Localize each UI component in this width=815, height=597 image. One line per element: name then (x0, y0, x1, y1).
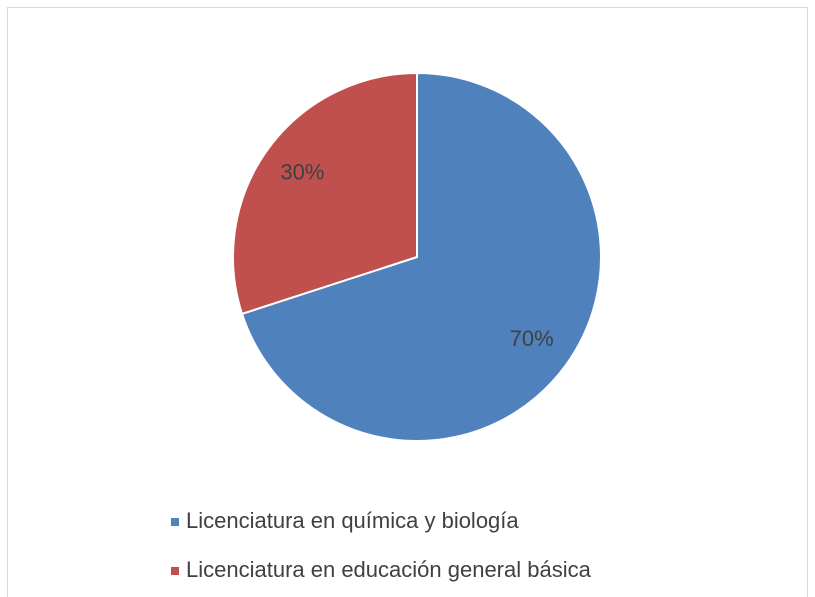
data-label: 70% (510, 326, 554, 351)
legend-swatch (171, 518, 179, 526)
data-label: 30% (280, 160, 324, 185)
chart-border (7, 7, 808, 597)
legend-label: Licenciatura en educación general básica (186, 557, 592, 582)
pie-slice (240, 71, 602, 442)
pie-slice (232, 71, 418, 316)
legend-label: Licenciatura en química y biología (186, 508, 519, 533)
legend-swatch (171, 567, 179, 575)
